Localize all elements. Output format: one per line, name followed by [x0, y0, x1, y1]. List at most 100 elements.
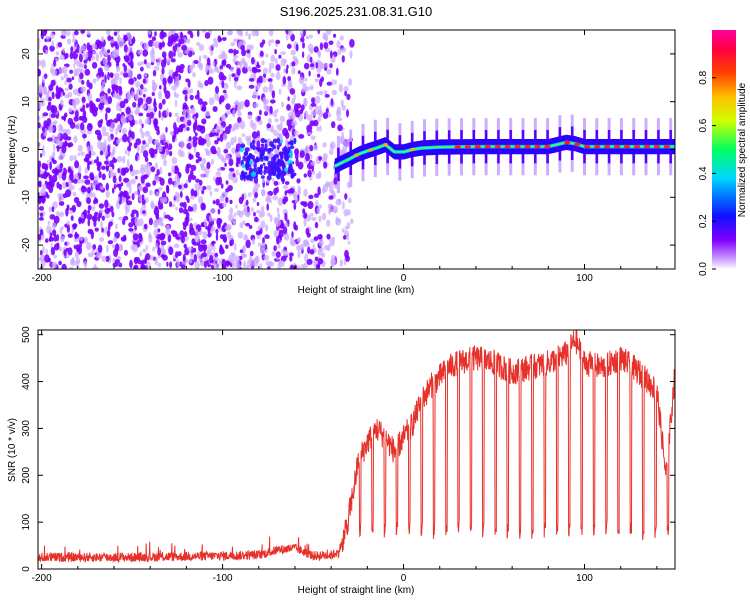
noise-speckle: [119, 107, 122, 113]
noise-speckle: [319, 42, 323, 51]
noise-speckle: [143, 59, 147, 65]
noise-speckle: [230, 67, 234, 73]
noise-speckle: [326, 81, 332, 86]
noise-speckle: [143, 264, 146, 269]
noise-speckle: [112, 164, 115, 170]
noise-speckle: [220, 183, 224, 189]
noise-speckle: [260, 220, 266, 229]
noise-speckle: [314, 193, 319, 199]
noise-speckle: [303, 97, 308, 107]
noise-speckle: [194, 261, 200, 269]
noise-speckle: [206, 161, 211, 169]
noise-speckle: [300, 37, 305, 43]
noise-speckle: [233, 76, 239, 82]
noise-speckle: [277, 245, 281, 249]
noise-speckle: [245, 222, 251, 227]
noise-speckle: [348, 78, 353, 87]
noise-speckle: [145, 62, 151, 69]
noise-speckle: [347, 241, 351, 245]
noise-speckle: [126, 200, 133, 206]
noise-speckle: [281, 249, 284, 254]
noise-speckle: [196, 251, 202, 259]
y-tick-label: 300: [21, 420, 32, 437]
noise-speckle: [140, 84, 144, 90]
noise-speckle: [58, 201, 65, 206]
noise-speckle: [198, 179, 203, 186]
noise-speckle: [204, 32, 211, 39]
noise-speckle: [93, 175, 99, 183]
noise-speckle: [101, 255, 107, 263]
noise-speckle: [280, 255, 287, 262]
noise-speckle: [82, 109, 87, 119]
noise-speckle: [183, 243, 187, 249]
noise-speckle: [331, 121, 336, 129]
noise-speckle: [272, 129, 278, 136]
noise-speckle: [212, 200, 216, 205]
noise-speckle: [64, 80, 67, 86]
noise-speckle: [125, 207, 128, 216]
noise-speckle: [319, 78, 323, 87]
cluster-speckle: [251, 171, 257, 178]
noise-speckle: [59, 55, 65, 61]
noise-speckle: [322, 142, 327, 148]
cluster-speckle: [252, 139, 256, 145]
track-peak-mark: [634, 145, 640, 149]
noise-speckle: [86, 213, 93, 221]
noise-speckle: [227, 30, 233, 36]
noise-speckle: [253, 177, 259, 185]
colorbar-tick-label: 0.6: [698, 118, 709, 132]
noise-speckle: [107, 54, 111, 62]
noise-speckle: [144, 142, 150, 148]
noise-speckle: [94, 227, 99, 232]
noise-speckle: [200, 164, 205, 172]
noise-speckle: [145, 182, 151, 188]
noise-speckle: [116, 139, 121, 145]
noise-speckle: [91, 205, 96, 211]
noise-speckle: [318, 238, 324, 247]
noise-speckle: [309, 120, 316, 127]
noise-speckle: [325, 62, 329, 68]
noise-speckle: [280, 223, 285, 229]
noise-speckle: [122, 63, 126, 67]
noise-speckle: [71, 76, 75, 81]
noise-speckle: [291, 120, 298, 127]
noise-speckle: [192, 72, 196, 78]
noise-speckle: [123, 98, 129, 104]
noise-speckle: [144, 130, 151, 137]
noise-speckle: [69, 259, 76, 266]
noise-speckle: [251, 258, 256, 267]
noise-speckle: [42, 112, 49, 117]
noise-speckle: [153, 207, 160, 216]
noise-speckle: [274, 57, 278, 65]
noise-speckle: [320, 90, 323, 96]
noise-speckle: [51, 105, 58, 114]
noise-speckle: [198, 196, 204, 204]
noise-speckle: [261, 39, 266, 45]
noise-speckle: [185, 163, 192, 168]
noise-speckle: [235, 204, 238, 209]
noise-speckle: [235, 263, 241, 269]
figure-title: S196.2025.231.08.31.G10: [280, 4, 433, 19]
cluster-speckle: [278, 151, 284, 156]
noise-speckle: [269, 99, 276, 104]
noise-speckle: [73, 154, 77, 162]
noise-speckle: [256, 82, 262, 88]
noise-speckle: [284, 212, 288, 222]
noise-speckle: [284, 222, 289, 227]
noise-speckle: [291, 61, 296, 67]
noise-speckle: [237, 231, 244, 239]
noise-speckle: [285, 68, 289, 74]
noise-speckle: [266, 203, 270, 211]
noise-speckle: [158, 186, 163, 191]
noise-speckle: [165, 126, 168, 133]
noise-speckle: [127, 150, 130, 157]
noise-speckle: [151, 36, 157, 42]
noise-speckle: [49, 32, 55, 39]
noise-speckle: [146, 112, 151, 118]
noise-speckle: [144, 118, 151, 125]
noise-speckle: [107, 96, 113, 105]
noise-speckle: [338, 198, 341, 204]
cluster-speckle: [280, 174, 285, 182]
cluster-speckle: [241, 171, 244, 176]
